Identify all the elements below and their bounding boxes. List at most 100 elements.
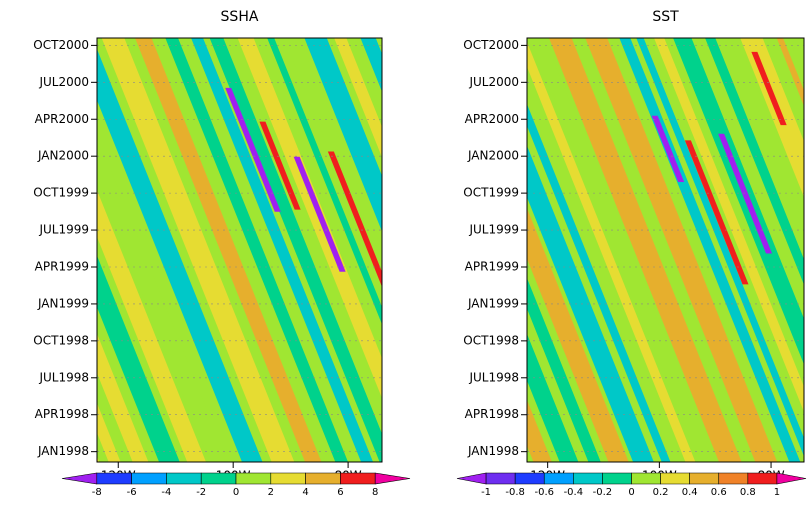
field-band bbox=[740, 38, 804, 198]
colorbar-label: 1 bbox=[774, 487, 780, 498]
field-band bbox=[135, 38, 322, 462]
y-tick-label: OCT1998 bbox=[33, 333, 89, 347]
colorbar-segment bbox=[573, 472, 603, 485]
chart-title: SST bbox=[652, 9, 679, 25]
field-band bbox=[729, 38, 804, 226]
field-band bbox=[585, 38, 778, 462]
colorbar-segment bbox=[61, 472, 98, 485]
y-tick-label: JUL2000 bbox=[38, 75, 89, 89]
y-tick-label: JAN1999 bbox=[467, 296, 519, 310]
field-streak bbox=[327, 151, 382, 287]
field-band bbox=[97, 403, 121, 462]
field-band bbox=[788, 38, 804, 78]
y-tick-label: APR1998 bbox=[465, 407, 519, 421]
y-tick-label: APR2000 bbox=[35, 112, 89, 126]
field-band bbox=[97, 190, 206, 462]
colorbar-segment bbox=[200, 472, 237, 485]
colorbar-label: -0.6 bbox=[534, 487, 554, 498]
field-band bbox=[673, 38, 804, 365]
colorbar-label: 4 bbox=[302, 487, 308, 498]
field-band bbox=[97, 49, 263, 462]
y-tick-label: OCT2000 bbox=[33, 38, 89, 52]
field-band bbox=[548, 38, 742, 462]
y-tick-label: APR1998 bbox=[35, 407, 89, 421]
field-band bbox=[527, 278, 601, 462]
colorbar-label: -6 bbox=[127, 487, 137, 498]
field-band bbox=[165, 38, 349, 462]
field-band bbox=[527, 145, 654, 462]
field-band bbox=[191, 38, 374, 462]
colorbar-label: -2 bbox=[196, 487, 206, 498]
field-band bbox=[705, 38, 804, 285]
colorbar-segment bbox=[631, 472, 661, 485]
colorbar-segment bbox=[602, 472, 632, 485]
field-band bbox=[527, 399, 552, 462]
field-streak bbox=[718, 133, 773, 254]
field-band bbox=[97, 456, 100, 462]
colorbar-segment bbox=[96, 472, 132, 485]
colorbar-label: 0.6 bbox=[711, 487, 727, 498]
y-tick-label: OCT2000 bbox=[463, 38, 519, 52]
field-band bbox=[97, 135, 228, 462]
field-band bbox=[101, 38, 295, 462]
field-band bbox=[776, 38, 804, 107]
colorbar-label: 2 bbox=[268, 487, 274, 498]
chart-title: SSHA bbox=[221, 9, 259, 25]
y-tick-label: OCT1999 bbox=[463, 186, 519, 200]
plot-frame bbox=[96, 37, 383, 463]
colorbar-label: 0.4 bbox=[682, 487, 698, 498]
y-tick-label: JAN1998 bbox=[467, 444, 519, 458]
colorbar-segment bbox=[543, 472, 574, 485]
colorbar-segment bbox=[374, 472, 411, 485]
colorbar-segment bbox=[340, 472, 376, 485]
field-band bbox=[237, 38, 382, 399]
colorbar-segment bbox=[131, 472, 167, 485]
field-streak bbox=[293, 156, 346, 272]
colorbar-segment bbox=[485, 472, 516, 485]
field-band bbox=[0, 38, 83, 462]
colorbar-label: 0.8 bbox=[740, 487, 756, 498]
field-band bbox=[527, 333, 579, 462]
y-tick-label: JUL1998 bbox=[468, 370, 519, 384]
field-band bbox=[304, 38, 382, 232]
colorbar-label: -4 bbox=[161, 487, 171, 498]
field-band bbox=[527, 42, 696, 462]
y-tick-label: JUL2000 bbox=[468, 75, 519, 89]
plot-frame bbox=[526, 37, 805, 463]
field-band bbox=[267, 38, 382, 325]
field bbox=[0, 38, 382, 462]
colorbar-segment bbox=[718, 472, 749, 485]
y-tick-label: JAN2000 bbox=[37, 149, 89, 163]
field-band bbox=[527, 104, 671, 462]
colorbar-label: 8 bbox=[372, 487, 378, 498]
y-tick-label: JAN1998 bbox=[37, 444, 89, 458]
colorbar-label: -0.4 bbox=[564, 487, 584, 498]
field-band bbox=[360, 38, 382, 92]
y-tick-label: JUL1999 bbox=[38, 223, 89, 237]
colorbar-segment bbox=[747, 472, 778, 485]
colorbar-segment bbox=[166, 472, 202, 485]
y-tick-label: OCT1998 bbox=[463, 333, 519, 347]
y-tick-label: APR2000 bbox=[465, 112, 519, 126]
y-tick-label: JAN1999 bbox=[37, 296, 89, 310]
colorbar-segment bbox=[305, 472, 341, 485]
colorbar-segment bbox=[660, 472, 690, 485]
y-tick-label: JAN2000 bbox=[467, 149, 519, 163]
field-band bbox=[530, 38, 715, 462]
colorbar-label: 0.2 bbox=[653, 487, 669, 498]
colorbar-label: -1 bbox=[481, 487, 491, 498]
colorbar-label: -0.2 bbox=[593, 487, 613, 498]
y-tick-label: JUL1999 bbox=[468, 223, 519, 237]
field-band bbox=[334, 38, 382, 158]
field-streak bbox=[225, 87, 281, 212]
field-streak bbox=[751, 51, 787, 126]
field-band bbox=[97, 333, 149, 462]
field-streak bbox=[651, 115, 685, 183]
field-band bbox=[636, 38, 804, 457]
colorbar-label: 0 bbox=[233, 487, 239, 498]
colorbar-segment bbox=[456, 472, 487, 485]
colorbar-segment bbox=[689, 472, 720, 485]
y-tick-label: OCT1999 bbox=[33, 186, 89, 200]
colorbar-label: 6 bbox=[337, 487, 343, 498]
